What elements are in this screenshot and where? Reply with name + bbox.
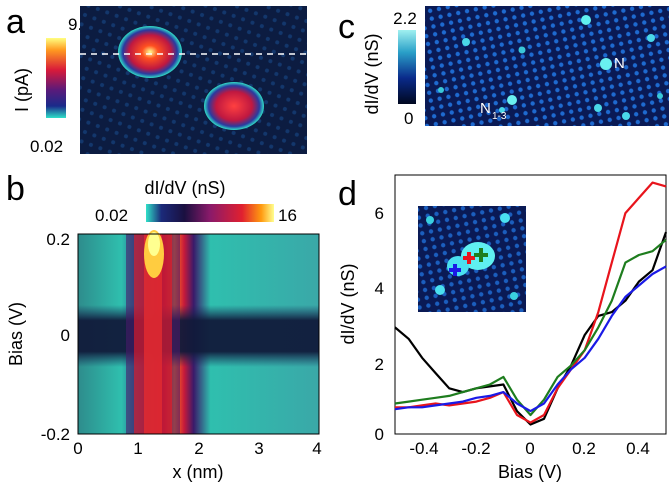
spectrum-green-series (394, 238, 667, 417)
panel-d-spectra-plot (394, 174, 668, 435)
panel-b-xtick: 0 (73, 439, 82, 458)
panel-b-spectral-map (78, 230, 319, 434)
panel-c-annotation-n13-sub: 1-3 (492, 111, 507, 122)
panel-b-xtick: 3 (254, 439, 263, 458)
spectrum-blue-series (394, 265, 667, 413)
panel-b-ylabel: Bias (V) (6, 302, 26, 366)
panel-c-colorbar-min: 0 (404, 109, 413, 128)
panel-b-ytick: 0 (61, 326, 70, 345)
panel-d-xtick: -0.2 (461, 439, 490, 458)
inset-green-marker (474, 248, 488, 262)
panel-c-colorbar-label: dI/dV (nS) (362, 33, 382, 114)
panel-b-colorbar-title: dI/dV (nS) (144, 178, 225, 198)
panel-d-xtick: 0 (525, 439, 534, 458)
panel-b-xtick: 1 (133, 439, 142, 458)
inset-red-marker (463, 252, 475, 264)
panel-a-label: a (6, 3, 25, 41)
panel-a-colorbar-min: 0.02 (30, 137, 63, 156)
panel-d-ytick: 6 (375, 204, 384, 223)
panel-d-label: d (338, 175, 357, 213)
panel-b-frame (77, 233, 320, 435)
panel-c-label: c (338, 8, 355, 46)
panel-b-colorbar-max: 16 (278, 206, 297, 225)
panel-b-xtick: 2 (194, 439, 203, 458)
panel-a-colorbar-label: I (pA) (12, 68, 32, 112)
panel-c-colorbar (398, 30, 416, 104)
panel-d-xtick: -0.4 (409, 439, 438, 458)
panel-d-xlabel: Bias (V) (498, 462, 562, 482)
panel-d-xtick: 0.2 (572, 439, 596, 458)
panel-d-ytick: 4 (375, 279, 384, 298)
panel-c-conductance-map: N N 1-3 (425, 6, 669, 126)
panel-b-colorbar (146, 204, 274, 222)
panel-c-annotation-n: N (614, 55, 625, 72)
panel-a-current-map (80, 6, 307, 154)
panel-b-ytick: -0.2 (41, 425, 70, 444)
panel-d-inset (418, 206, 526, 312)
panel-d-ytick: 2 (375, 355, 384, 374)
panel-b-xlabel: x (nm) (173, 462, 224, 482)
panel-d-xtick: 0.4 (626, 439, 650, 458)
panel-c-colorbar-max: 2.2 (393, 9, 417, 28)
panel-a-colorbar (46, 38, 66, 118)
panel-b-xtick: 4 (312, 439, 321, 458)
panel-b-colorbar-min: 0.02 (95, 206, 128, 225)
panel-d-ytick: 0 (375, 425, 384, 444)
panel-b-ytick: 0.2 (46, 230, 70, 249)
inset-blue-marker (449, 264, 461, 276)
panel-c-annotation-n13: N (480, 100, 491, 117)
panel-b-label: b (6, 170, 25, 208)
panel-d-ylabel: dI/dV (nS) (338, 263, 358, 344)
